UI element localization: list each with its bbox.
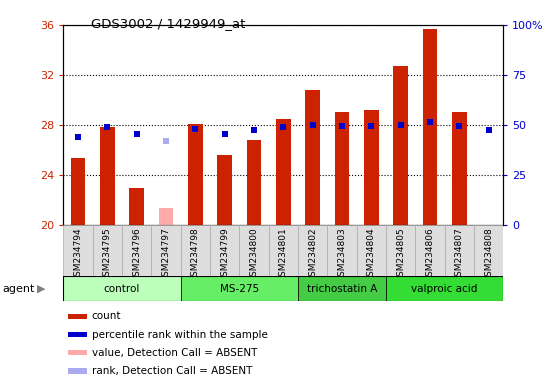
Bar bbox=[92, 225, 122, 276]
Text: GSM234804: GSM234804 bbox=[367, 227, 376, 282]
Bar bbox=[129, 189, 144, 225]
Text: GDS3002 / 1429949_at: GDS3002 / 1429949_at bbox=[91, 17, 245, 30]
Bar bbox=[474, 225, 503, 276]
Text: GSM234800: GSM234800 bbox=[249, 227, 258, 282]
Bar bbox=[68, 350, 87, 356]
Bar bbox=[334, 113, 349, 225]
Text: valproic acid: valproic acid bbox=[411, 284, 478, 294]
Bar bbox=[217, 155, 232, 225]
Bar bbox=[100, 127, 114, 225]
Bar bbox=[444, 225, 474, 276]
Bar bbox=[276, 119, 290, 225]
Text: GSM234806: GSM234806 bbox=[425, 227, 435, 282]
Bar bbox=[415, 225, 444, 276]
Bar bbox=[327, 225, 356, 276]
Text: value, Detection Call = ABSENT: value, Detection Call = ABSENT bbox=[92, 348, 257, 358]
Text: GSM234808: GSM234808 bbox=[484, 227, 493, 282]
Text: MS-275: MS-275 bbox=[219, 284, 259, 294]
Bar bbox=[151, 225, 180, 276]
Bar bbox=[393, 66, 408, 225]
Text: control: control bbox=[104, 284, 140, 294]
Text: GSM234802: GSM234802 bbox=[308, 227, 317, 282]
Text: trichostatin A: trichostatin A bbox=[307, 284, 377, 294]
Text: GSM234798: GSM234798 bbox=[191, 227, 200, 282]
Bar bbox=[452, 113, 466, 225]
Bar bbox=[298, 276, 386, 301]
Bar bbox=[364, 110, 378, 225]
Bar bbox=[305, 90, 320, 225]
Bar bbox=[158, 209, 173, 225]
Text: ▶: ▶ bbox=[37, 284, 46, 294]
Text: GSM234805: GSM234805 bbox=[396, 227, 405, 282]
Text: GSM234803: GSM234803 bbox=[337, 227, 346, 282]
Bar bbox=[180, 276, 298, 301]
Bar bbox=[210, 225, 239, 276]
Text: GSM234797: GSM234797 bbox=[161, 227, 170, 282]
Text: GSM234796: GSM234796 bbox=[132, 227, 141, 282]
Bar bbox=[188, 124, 202, 225]
Text: agent: agent bbox=[3, 284, 35, 294]
Text: GSM234794: GSM234794 bbox=[73, 227, 82, 282]
Bar bbox=[422, 29, 437, 225]
Bar bbox=[68, 332, 87, 337]
Bar bbox=[386, 276, 503, 301]
Text: rank, Detection Call = ABSENT: rank, Detection Call = ABSENT bbox=[92, 366, 252, 376]
Bar bbox=[298, 225, 327, 276]
Bar bbox=[239, 225, 268, 276]
Bar bbox=[70, 159, 85, 225]
Bar bbox=[122, 225, 151, 276]
Bar bbox=[68, 368, 87, 374]
Text: GSM234795: GSM234795 bbox=[103, 227, 112, 282]
Bar bbox=[68, 314, 87, 319]
Bar bbox=[356, 225, 386, 276]
Bar bbox=[63, 225, 92, 276]
Text: GSM234799: GSM234799 bbox=[220, 227, 229, 282]
Bar bbox=[268, 225, 298, 276]
Text: percentile rank within the sample: percentile rank within the sample bbox=[92, 329, 268, 339]
Bar bbox=[246, 140, 261, 225]
Text: GSM234807: GSM234807 bbox=[455, 227, 464, 282]
Text: GSM234801: GSM234801 bbox=[279, 227, 288, 282]
Text: count: count bbox=[92, 311, 122, 321]
Bar bbox=[180, 225, 210, 276]
Bar bbox=[386, 225, 415, 276]
Bar bbox=[63, 276, 180, 301]
